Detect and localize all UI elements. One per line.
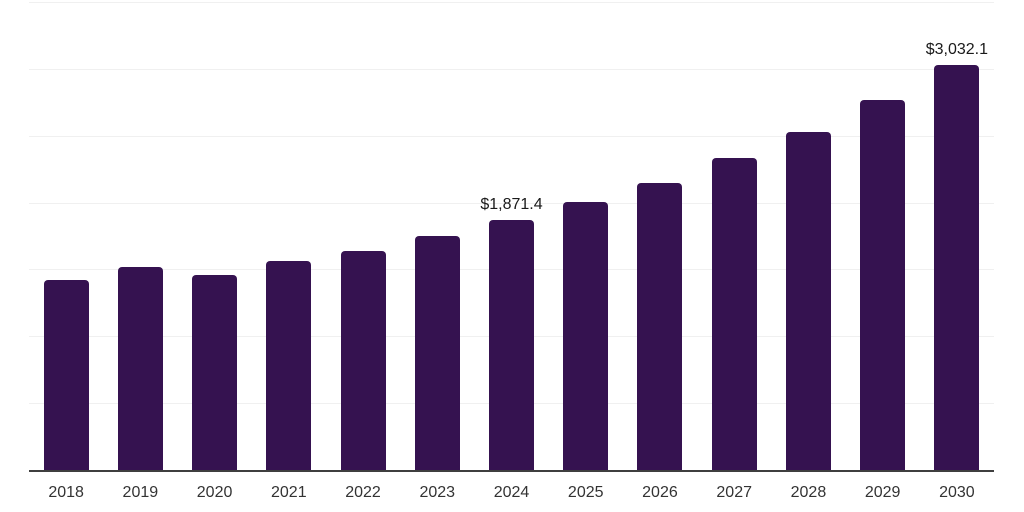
x-tick-2018: 2018	[48, 484, 84, 501]
bar-2027	[711, 157, 757, 470]
bar-2021	[266, 261, 312, 470]
x-tick-2029: 2029	[864, 484, 901, 501]
x-tick-2022: 2022	[345, 484, 381, 501]
x-tick-2028: 2028	[790, 484, 827, 501]
x-tick-2020: 2020	[196, 484, 233, 501]
x-tick-2027: 2027	[716, 484, 752, 501]
bar-2028	[785, 131, 831, 470]
x-tick-2030: 2030	[939, 484, 975, 501]
gridline-2500	[29, 135, 994, 137]
bar-2019	[117, 266, 163, 470]
bar-2030	[934, 64, 980, 470]
bar-2018	[43, 279, 89, 470]
x-tick-2026: 2026	[642, 484, 678, 501]
bar-2020	[192, 274, 238, 470]
x-tick-2025: 2025	[567, 484, 604, 501]
x-tick-2023: 2023	[419, 484, 456, 501]
gridline-3000	[29, 68, 994, 70]
x-tick-2024: 2024	[493, 484, 530, 501]
gridline-2000	[29, 202, 994, 204]
bar-2024	[489, 219, 534, 470]
bar-2025	[563, 201, 609, 470]
x-tick-2021: 2021	[271, 484, 307, 501]
x-tick-2019: 2019	[122, 484, 159, 501]
bar-2029	[860, 100, 906, 470]
bar-2022	[340, 250, 386, 470]
data-label-2030: $3,032.1	[925, 41, 989, 59]
x-axis-line	[29, 470, 994, 472]
data-label-2024: $1,871.4	[480, 196, 543, 214]
gridline-3500	[29, 2, 994, 3]
plot-area: $1,871.4 $3,032.1	[29, 2, 994, 472]
bar-2023	[414, 235, 460, 470]
bar-2026	[637, 182, 683, 470]
x-axis-labels: 2018 2019 2020 2021 2022 2023 2024 2025 2026 2027…	[29, 483, 994, 505]
